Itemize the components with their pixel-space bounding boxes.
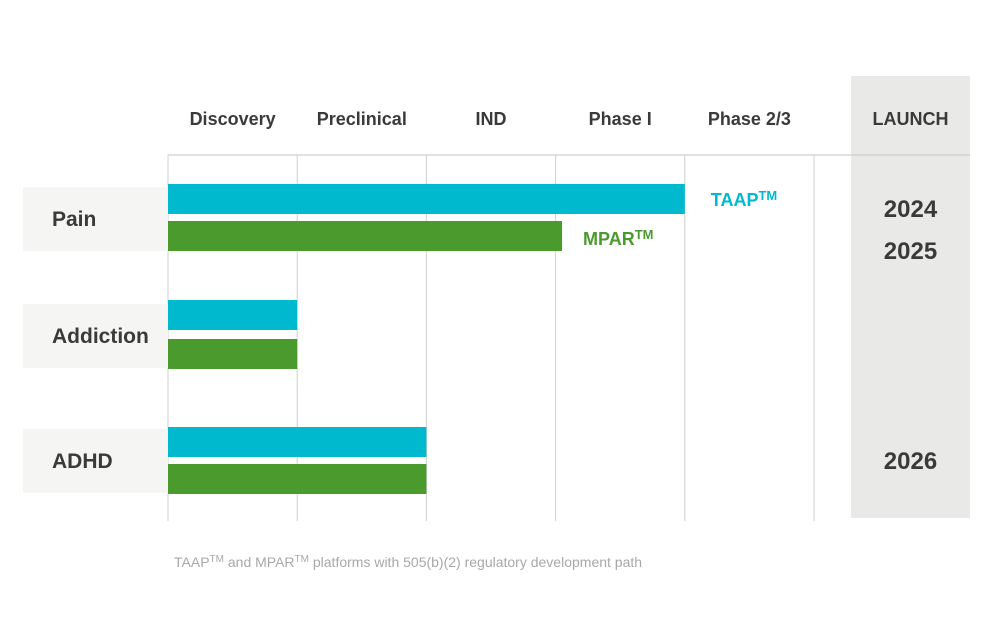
phase-header: IND bbox=[476, 109, 507, 129]
series-label-taap-label: TAAP bbox=[711, 190, 759, 210]
bar-mpar bbox=[168, 339, 298, 369]
phase-header: Phase I bbox=[589, 109, 652, 129]
phase-header: Preclinical bbox=[317, 109, 407, 129]
bar-taap bbox=[168, 184, 685, 214]
series-label-taap-superscript: TM bbox=[758, 188, 777, 203]
series-label-taap: TAAPTM bbox=[711, 188, 777, 210]
category-label: ADHD bbox=[52, 450, 113, 473]
launch-column bbox=[851, 76, 970, 518]
footnote-superscript: TM bbox=[295, 554, 309, 565]
footnote-text: platforms with 505(b)(2) regulatory deve… bbox=[309, 554, 642, 570]
phase-header: Discovery bbox=[190, 109, 276, 129]
series-label-mpar-superscript: TM bbox=[635, 227, 654, 242]
category-box bbox=[23, 429, 168, 493]
category-label: Addiction bbox=[52, 325, 149, 348]
launch-year: 2024 bbox=[884, 196, 938, 223]
footnote-superscript: TM bbox=[210, 554, 224, 565]
category-box bbox=[23, 187, 168, 251]
bar-mpar bbox=[168, 464, 427, 494]
bar-taap bbox=[168, 427, 427, 457]
category-box bbox=[23, 304, 168, 368]
footnote: TAAPTM and MPARTM platforms with 505(b)(… bbox=[174, 554, 642, 570]
footnote-text: TAAP bbox=[174, 554, 210, 570]
category-label: Pain bbox=[52, 208, 96, 231]
launch-year: 2025 bbox=[884, 238, 937, 265]
bar-taap bbox=[168, 300, 298, 330]
footnote-text: and MPAR bbox=[224, 554, 295, 570]
bar-mpar bbox=[168, 221, 563, 251]
launch-header: LAUNCH bbox=[873, 109, 949, 129]
launch-year: 2026 bbox=[884, 448, 937, 475]
phase-header: Phase 2/3 bbox=[708, 109, 791, 129]
series-label-mpar: MPARTM bbox=[583, 227, 653, 249]
series-label-mpar-label: MPAR bbox=[583, 229, 635, 249]
